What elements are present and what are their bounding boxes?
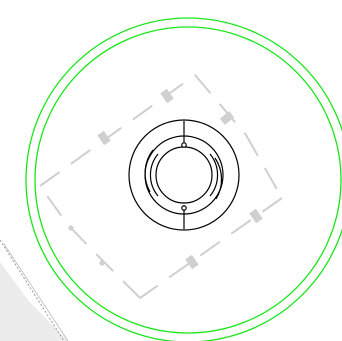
outline-markers xyxy=(68,88,263,270)
hatched-region-edge-inner xyxy=(3,243,69,341)
outline-segment-right xyxy=(245,134,283,199)
outline-marker xyxy=(160,88,174,104)
outline-marker xyxy=(185,254,199,270)
fitting-inner-ring xyxy=(155,146,213,204)
outline-marker xyxy=(219,111,235,125)
outer-ring xyxy=(25,17,342,341)
circular-fitting-symbol[interactable] xyxy=(128,119,240,231)
fitting-arc-right xyxy=(209,153,219,197)
fitting-marker-top xyxy=(181,142,187,148)
outline-node xyxy=(68,225,74,231)
fitting-arc-left-outer xyxy=(144,149,154,193)
outline-segment-left xyxy=(39,185,141,299)
hatched-region xyxy=(0,239,69,341)
outline-segment-bottom xyxy=(139,197,283,299)
outline-marker xyxy=(249,208,263,224)
fitting-outer-ring xyxy=(128,119,240,231)
inner-ring xyxy=(34,26,342,334)
outline-segment-top-right xyxy=(194,74,247,136)
outer-rings xyxy=(25,17,342,341)
fitting-marker-bottom xyxy=(181,205,187,211)
outline-marker xyxy=(97,130,111,146)
outline-node xyxy=(99,260,105,266)
fitting-arc-right-outer xyxy=(214,157,223,200)
fitting-arc-left xyxy=(149,153,159,197)
dashed-outline xyxy=(39,74,283,299)
hatched-region-fill xyxy=(0,262,68,341)
